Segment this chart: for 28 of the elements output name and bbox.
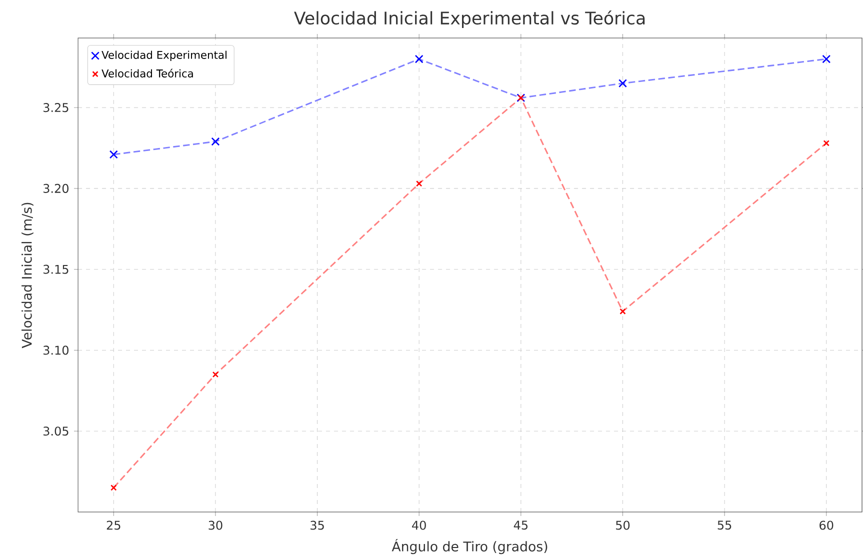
point: [620, 308, 626, 315]
y-tick-label: 3.05: [43, 426, 68, 436]
x-tick-label: 30: [208, 520, 222, 530]
y-axis-title: Velocidad Inicial (m/s): [22, 202, 34, 348]
y-tick-label: 3.15: [43, 264, 68, 274]
point: [822, 54, 831, 64]
point: [110, 484, 117, 491]
chart-title: Velocidad Inicial Experimental vs Teórica: [294, 10, 645, 28]
y-tick-label: 3.10: [43, 346, 68, 355]
x-tick-label: 60: [820, 520, 834, 530]
x-axis-title: Ángulo de Tiro (grados): [392, 538, 548, 554]
y-tick-label: 3.25: [43, 103, 68, 112]
x-tick-label: 40: [412, 520, 426, 530]
x-tick-label: 45: [514, 520, 528, 530]
point: [212, 371, 219, 378]
point: [109, 150, 118, 159]
legend-label: Velocidad Teórica: [102, 68, 193, 78]
point: [823, 140, 830, 146]
point: [211, 137, 220, 146]
x-tick-label: 55: [718, 520, 732, 530]
x-tick-label: 35: [310, 520, 324, 530]
x-tick-label: 50: [616, 520, 630, 530]
point: [416, 180, 422, 187]
y-tick-label: 3.20: [43, 184, 68, 193]
legend-label: Velocidad Experimental: [102, 50, 226, 62]
point: [414, 54, 424, 64]
point: [618, 79, 627, 88]
x-tick-label: 25: [106, 520, 120, 530]
